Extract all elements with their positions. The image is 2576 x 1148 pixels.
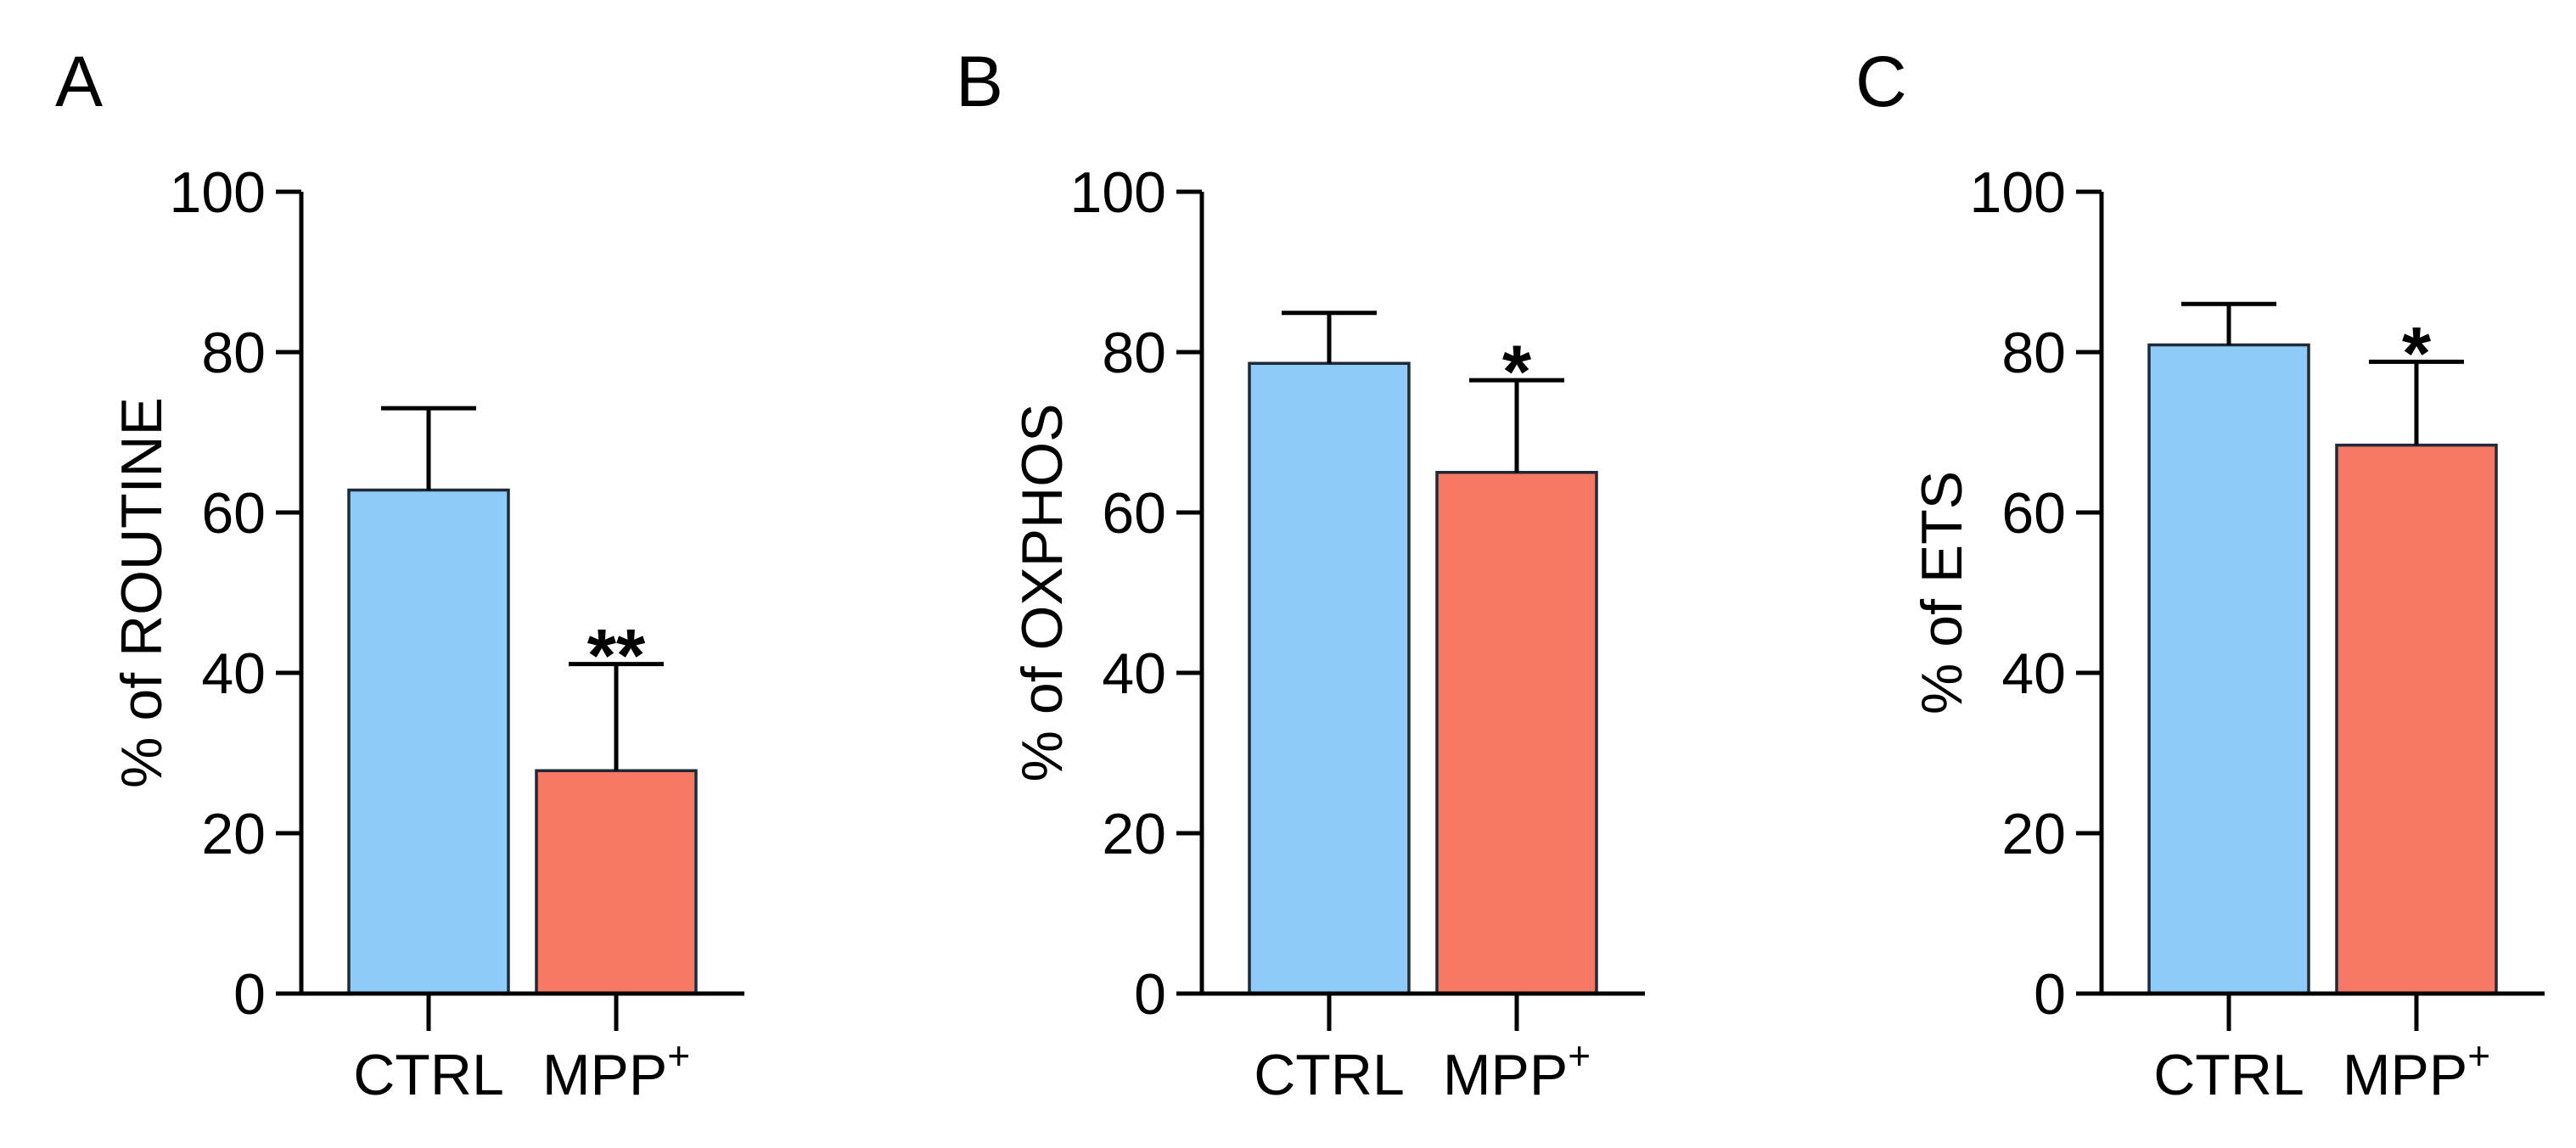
category-label: CTRL xyxy=(1254,1043,1405,1107)
y-axis-title: % of OXPHOS xyxy=(1010,404,1075,782)
panel-a: A ** 0 20 40 60 80 100 CTRL MPP+ % of ROUTINE xyxy=(55,42,744,1107)
y-tick-label: 20 xyxy=(2001,802,2066,866)
significance-marker: ** xyxy=(587,613,646,697)
y-tick-label: 20 xyxy=(201,802,266,866)
panel-letter: B xyxy=(956,42,1003,121)
category-label: CTRL xyxy=(2153,1043,2304,1107)
category-label: MPP xyxy=(1443,1043,1568,1107)
panel-b: B * 0 20 40 60 80 100 CTRL MPP+ % of OXPHOS xyxy=(956,42,1645,1107)
category-label: CTRL xyxy=(353,1043,504,1107)
x-tick-label-ctrl: CTRL xyxy=(2153,1043,2304,1107)
bar-mpp xyxy=(535,769,698,995)
y-axis-title: % of ETS xyxy=(1910,471,1974,714)
x-tick-label-mpp: MPP+ xyxy=(1443,1033,1591,1107)
bar-ctrl xyxy=(347,488,510,995)
y-tick-label: 0 xyxy=(2034,962,2066,1027)
category-label: MPP xyxy=(542,1043,667,1107)
y-tick-label: 60 xyxy=(201,481,266,546)
bar-ctrl xyxy=(2147,343,2310,995)
bar-ctrl xyxy=(1248,361,1411,995)
panel-c: C * 0 20 40 60 80 100 CTRL MPP+ % of ETS xyxy=(1855,42,2545,1107)
significance-marker: * xyxy=(2402,311,2432,395)
y-tick-label: 20 xyxy=(1102,802,1166,866)
y-tick-label: 80 xyxy=(1102,321,1166,385)
panel-letter: C xyxy=(1855,42,1907,121)
bar-mpp xyxy=(2335,443,2498,995)
x-tick-label-ctrl: CTRL xyxy=(353,1043,504,1107)
category-superscript: + xyxy=(667,1033,690,1078)
y-tick-label: 60 xyxy=(1102,481,1166,546)
y-tick-label: 100 xyxy=(1970,160,2066,225)
y-tick-label: 80 xyxy=(2001,321,2066,385)
y-tick-label: 40 xyxy=(2001,641,2066,706)
category-superscript: + xyxy=(1568,1033,1591,1078)
y-tick-label: 100 xyxy=(1070,160,1166,225)
y-tick-label: 0 xyxy=(233,962,266,1027)
significance-marker: * xyxy=(1502,329,1532,413)
y-tick-label: 40 xyxy=(201,641,266,706)
x-tick-label-mpp: MPP+ xyxy=(2343,1033,2490,1107)
y-axis-title: % of ROUTINE xyxy=(109,397,174,788)
y-tick-label: 0 xyxy=(1134,962,1166,1027)
y-tick-label: 80 xyxy=(201,321,266,385)
y-tick-label: 40 xyxy=(1102,641,1166,706)
panel-letter: A xyxy=(55,42,103,121)
y-tick-label: 60 xyxy=(2001,481,2066,546)
y-tick-label: 100 xyxy=(170,160,266,225)
bar-mpp xyxy=(1435,471,1598,995)
x-tick-label-mpp: MPP+ xyxy=(542,1033,690,1107)
category-label: MPP xyxy=(2343,1043,2467,1107)
category-superscript: + xyxy=(2467,1033,2490,1078)
x-tick-label-ctrl: CTRL xyxy=(1254,1043,1405,1107)
